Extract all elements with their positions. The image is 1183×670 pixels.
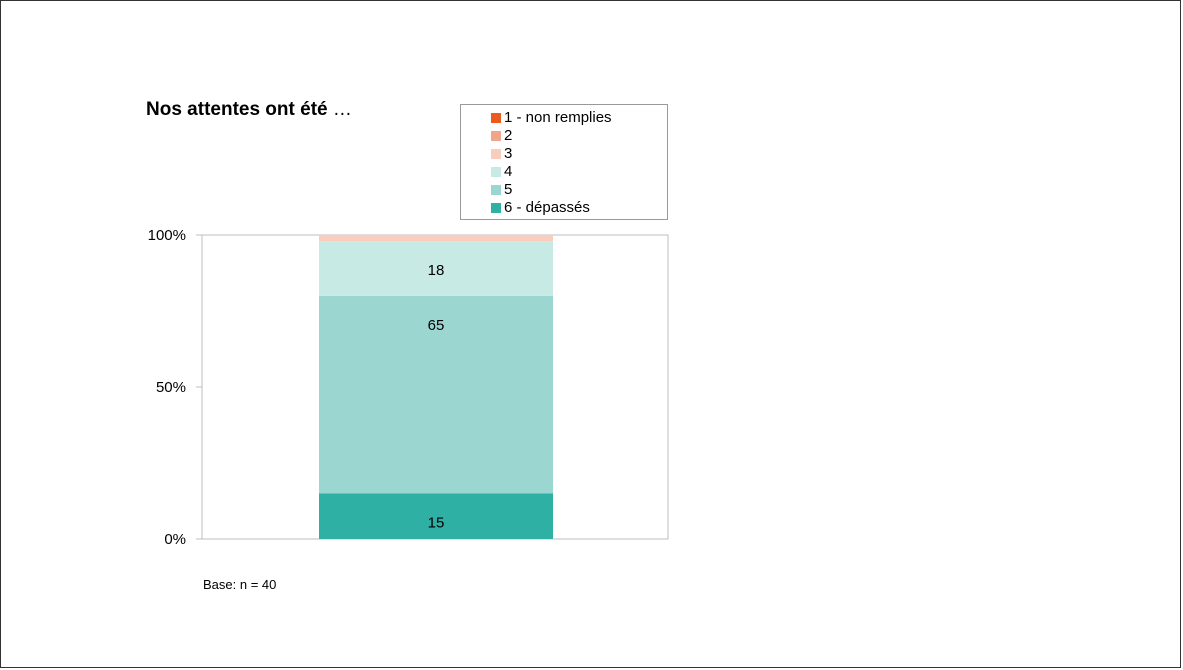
bar-segment — [319, 235, 553, 242]
legend-label: 2 — [504, 127, 513, 144]
legend-swatch — [491, 131, 501, 141]
legend-item: 1 - non remplies — [491, 109, 667, 127]
legend-item: 5 — [491, 181, 667, 199]
legend-item: 2 — [491, 127, 667, 145]
data-label: 18 — [428, 262, 445, 279]
legend-label: 1 - non remplies — [504, 109, 612, 126]
legend-swatch — [491, 149, 501, 159]
chart-title: Nos attentes ont été … — [146, 99, 352, 121]
y-tick-label: 0% — [164, 531, 186, 548]
bar-segment — [319, 493, 553, 539]
bar-segment — [319, 241, 553, 296]
y-tick-label: 50% — [156, 379, 186, 396]
legend-item: 3 — [491, 145, 667, 163]
chart-legend: 1 - non remplies 2 3 4 5 6 - dépassés — [460, 104, 668, 220]
data-label: 15 — [428, 514, 445, 531]
legend-label: 4 — [504, 163, 513, 180]
legend-item: 6 - dépassés — [491, 199, 667, 217]
legend-swatch — [491, 167, 501, 177]
legend-item: 4 — [491, 163, 667, 181]
y-tick-label: 100% — [148, 227, 186, 244]
legend-swatch — [491, 185, 501, 195]
legend-label: 3 — [504, 145, 513, 162]
base-note: Base: n = 40 — [203, 577, 277, 592]
legend-label: 6 - dépassés — [504, 199, 590, 216]
legend-swatch — [491, 203, 501, 213]
legend-swatch — [491, 113, 501, 123]
chart-title-bold: Nos attentes ont été — [146, 99, 328, 120]
legend-label: 5 — [504, 181, 513, 198]
bar-segment — [319, 295, 553, 494]
chart-title-suffix: … — [327, 99, 352, 120]
data-label: 65 — [428, 317, 445, 334]
